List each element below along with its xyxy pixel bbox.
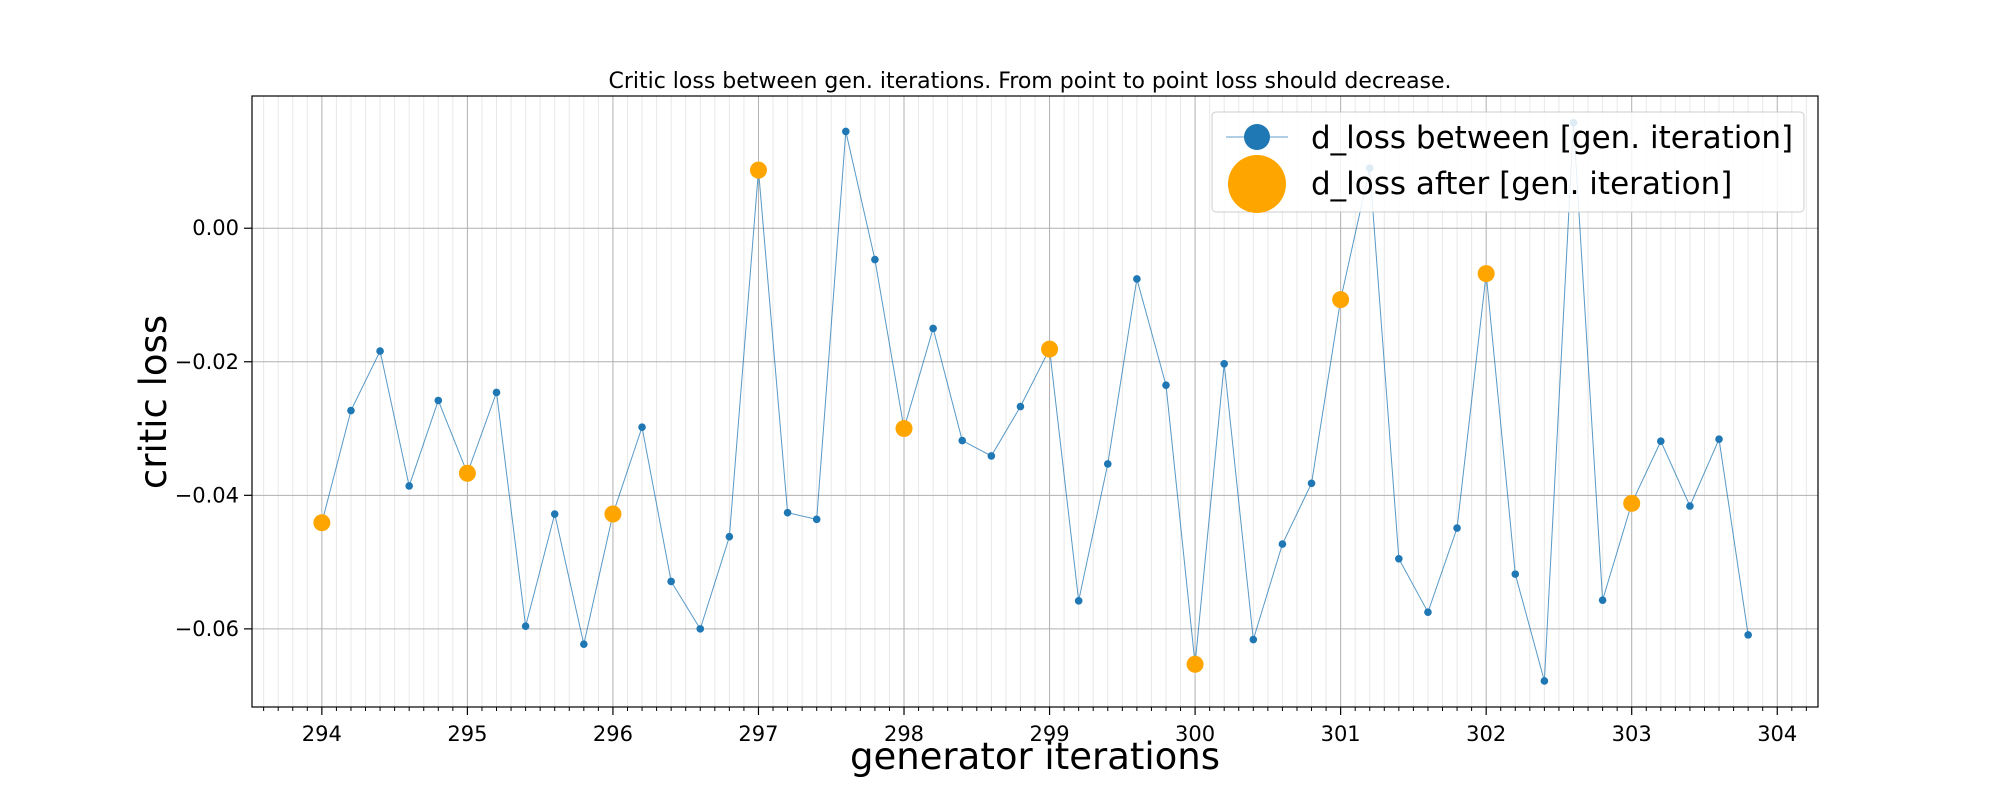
y-tick-label: 0.00 — [192, 216, 239, 240]
d-loss-between-point — [812, 515, 821, 524]
x-tick-label: 295 — [447, 722, 487, 746]
y-tick-label: −0.04 — [175, 483, 239, 507]
d-loss-after-point — [604, 505, 622, 523]
legend-box — [1211, 111, 1805, 213]
d-loss-between-point — [550, 510, 559, 518]
x-tick-label: 302 — [1466, 722, 1506, 746]
x-tick-label: 299 — [1030, 722, 1070, 746]
d-loss-after-point — [1477, 265, 1495, 283]
d-loss-between-point — [667, 577, 675, 586]
d-loss-between-point — [1307, 479, 1316, 488]
d-loss-between-point — [1016, 402, 1025, 411]
d-loss-between-point — [725, 532, 734, 541]
d-loss-between-point — [1074, 597, 1083, 605]
loss-series-line — [321, 122, 1749, 682]
d-loss-between-point — [987, 452, 996, 460]
y-tick-label: −0.06 — [175, 617, 239, 641]
d-loss-between-point — [1657, 437, 1665, 446]
d-loss-after-point — [313, 514, 331, 532]
legend: d_loss between [gen. iteration] d_loss a… — [1211, 111, 1805, 213]
d-loss-between-point — [1424, 608, 1432, 616]
d-loss-after-point — [458, 464, 476, 482]
x-axis-ticks: 294 295 296 297 298 299 300 301 302 303 304 — [263, 707, 1807, 746]
d-loss-between-point — [1598, 596, 1607, 604]
x-tick-label: 303 — [1612, 722, 1652, 746]
d-loss-between-point — [1103, 460, 1112, 468]
d-loss-between-point — [1249, 635, 1258, 644]
d-loss-between-point — [1540, 677, 1549, 685]
d-loss-between-point — [521, 622, 530, 631]
d-loss-between-point — [696, 625, 705, 633]
d-loss-between-point — [1744, 631, 1752, 639]
d-loss-between-point — [1278, 540, 1287, 548]
x-tick-label: 301 — [1321, 722, 1361, 746]
x-axis-label: generator iterations — [850, 735, 1220, 778]
d-loss-between-point — [1453, 524, 1461, 532]
d-loss-after-point — [1332, 291, 1350, 309]
d-loss-after-point — [749, 161, 767, 179]
x-tick-label: 294 — [302, 722, 342, 746]
x-tick-label: 297 — [738, 722, 778, 746]
d-loss-between-point — [1395, 554, 1403, 563]
d-loss-between-point — [958, 436, 967, 445]
d-loss-between-point — [1133, 275, 1141, 283]
d-loss-between-point — [376, 347, 384, 355]
x-tick-label: 300 — [1175, 722, 1215, 746]
d-loss-between-point — [347, 406, 355, 415]
d-loss-after-point — [1041, 340, 1059, 358]
x-tick-label: 296 — [593, 722, 633, 746]
d-loss-after-points — [313, 161, 1641, 673]
y-tick-label: −0.02 — [175, 350, 239, 374]
y-axis-ticks: −0.06 −0.04 −0.02 0.00 — [175, 216, 252, 641]
d-loss-between-point — [783, 508, 792, 517]
x-tick-label: 298 — [884, 722, 924, 746]
d-loss-between-point — [405, 482, 413, 490]
legend-marker-between — [1244, 124, 1270, 150]
d-loss-between-point — [1686, 502, 1694, 510]
legend-label-after: d_loss after [gen. iteration] — [1311, 166, 1732, 202]
chart-title: Critic loss between gen. iterations. Fro… — [608, 69, 1451, 94]
d-loss-between-line — [321, 122, 1749, 682]
d-loss-between-point — [434, 396, 443, 405]
legend-label-between: d_loss between [gen. iteration] — [1311, 120, 1793, 156]
d-loss-between-point — [638, 423, 646, 432]
d-loss-between-point — [1162, 381, 1170, 389]
legend-marker-after — [1228, 155, 1286, 213]
d-loss-between-point — [929, 324, 937, 333]
d-loss-after-point — [1623, 494, 1641, 512]
d-loss-between-point — [580, 640, 588, 649]
d-loss-between-point — [492, 388, 501, 397]
d-loss-after-point — [895, 420, 913, 438]
d-loss-between-point — [1220, 359, 1229, 368]
d-loss-after-point — [1186, 655, 1204, 673]
d-loss-between-point — [1511, 570, 1520, 578]
x-tick-label: 304 — [1757, 722, 1797, 746]
y-axis-label: critic loss — [132, 315, 175, 489]
d-loss-between-point — [871, 255, 879, 264]
d-loss-between-point — [1715, 435, 1723, 444]
d-loss-between-point — [841, 127, 850, 136]
